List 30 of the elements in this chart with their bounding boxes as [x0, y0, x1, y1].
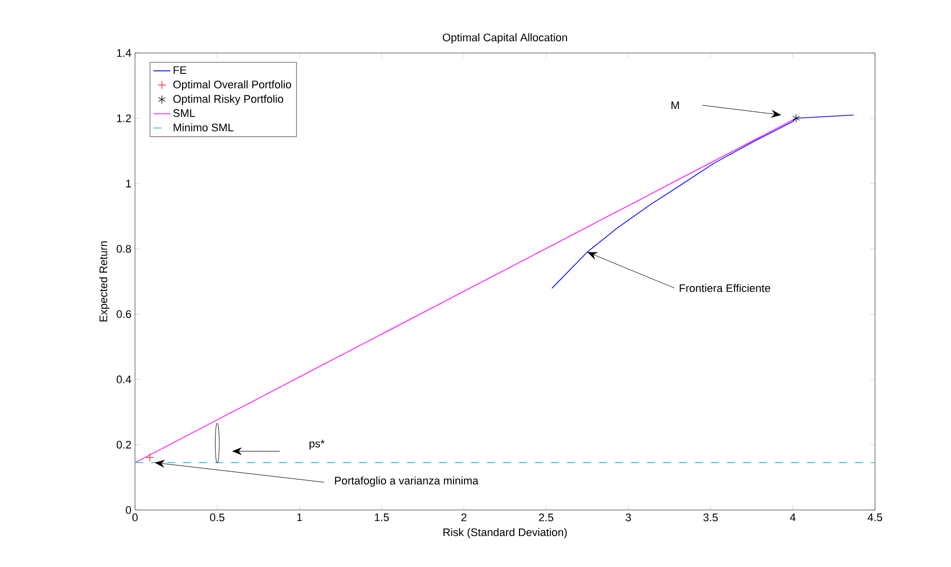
x-axis-title: Risk (Standard Deviation) [443, 528, 567, 538]
x-tick-label: 3.5 [703, 514, 718, 522]
x-tick-label: 4.5 [868, 514, 882, 522]
legend-label: FE [174, 66, 186, 74]
y-tick-label: 1.2 [117, 114, 131, 122]
x-tick-label: 1 [297, 514, 302, 522]
y-tick-label: 0.8 [116, 244, 132, 253]
x-tick-label: 2 [461, 514, 466, 522]
legend-label: Optimal Overall Portfolio [173, 80, 292, 91]
y-tick-label: 1.4 [117, 49, 132, 57]
legend-label: Optimal Risky Portfolio [173, 94, 284, 105]
x-tick-label: 0.5 [210, 514, 224, 522]
x-tick-label: 0 [132, 514, 138, 522]
x-tick-label: 1.5 [374, 514, 389, 522]
annotation: Frontiera Efficiente [680, 284, 770, 292]
y-tick-label: 0.4 [116, 376, 132, 384]
y-tick-label: 0.2 [116, 440, 131, 449]
y-tick-label: 0.6 [116, 310, 132, 318]
annotation: ps* [310, 440, 325, 450]
annotation: M [672, 101, 679, 109]
x-tick-label: 3 [626, 514, 631, 522]
x-tick-label: 2.5 [539, 514, 554, 522]
y-tick-label: 1 [126, 180, 131, 188]
legend-label: SML [173, 109, 195, 117]
annotation: Portafoglio a varianza minima [335, 476, 478, 487]
y-tick-label: 0 [126, 506, 132, 514]
y-axis-title: Expected Return [99, 241, 110, 322]
x-tick-label: 4 [790, 514, 796, 522]
legend-label: Minimo SML [174, 123, 234, 132]
chart-title: Optimal Capital Allocation [442, 33, 567, 44]
